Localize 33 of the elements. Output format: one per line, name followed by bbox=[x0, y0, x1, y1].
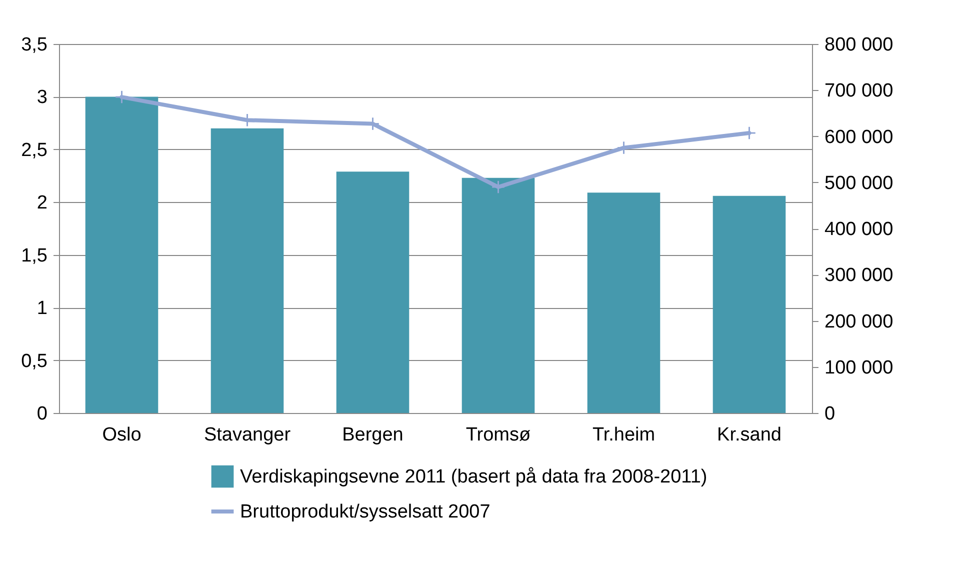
bar bbox=[712, 196, 786, 413]
point bbox=[491, 180, 506, 194]
y2-tick-label: 0 bbox=[824, 404, 836, 424]
y2-tick-label: 100 000 bbox=[824, 357, 894, 378]
x-tick-label: Tromsø bbox=[466, 424, 532, 446]
y-tick-label: 2,5 bbox=[21, 140, 48, 161]
y2-tick-label: 600 000 bbox=[824, 126, 894, 148]
x-tick-label: Kr.sand bbox=[717, 424, 782, 446]
bar bbox=[210, 128, 284, 413]
y2-tick-label: 500 000 bbox=[824, 172, 894, 194]
x-tick-label: Stavanger bbox=[204, 424, 292, 446]
point bbox=[114, 90, 129, 104]
y2-tick-label: 700 000 bbox=[824, 80, 894, 102]
legend-label: Verdiskapingsevne 2011 (basert på data fra 2008-2011) bbox=[240, 466, 708, 488]
y-tick-label: 3,5 bbox=[21, 34, 48, 56]
y-tick-label: 0,5 bbox=[21, 350, 48, 372]
y2-tick-label: 400 000 bbox=[824, 219, 894, 240]
y-tick-label: 0 bbox=[36, 404, 48, 424]
y-tick-label: 1,5 bbox=[21, 245, 48, 266]
legend-label: Bruttoprodukt/sysselsatt 2007 bbox=[240, 502, 490, 522]
x-tick-label: Bergen bbox=[342, 424, 404, 446]
bar bbox=[85, 96, 158, 413]
x-tick-label: Oslo bbox=[102, 424, 142, 446]
x-tick-label: Tr.heim bbox=[592, 424, 656, 446]
y-tick-label: 3 bbox=[36, 87, 48, 108]
bar bbox=[336, 172, 410, 413]
bar bbox=[462, 178, 535, 413]
y2-tick-label: 300 000 bbox=[824, 265, 894, 286]
y-tick-label: 1 bbox=[36, 298, 48, 320]
y-tick-label: 2 bbox=[36, 192, 48, 214]
y2-tick-label: 800 000 bbox=[824, 34, 894, 56]
y2-tick-label: 200 000 bbox=[824, 311, 894, 332]
bar bbox=[587, 192, 660, 413]
